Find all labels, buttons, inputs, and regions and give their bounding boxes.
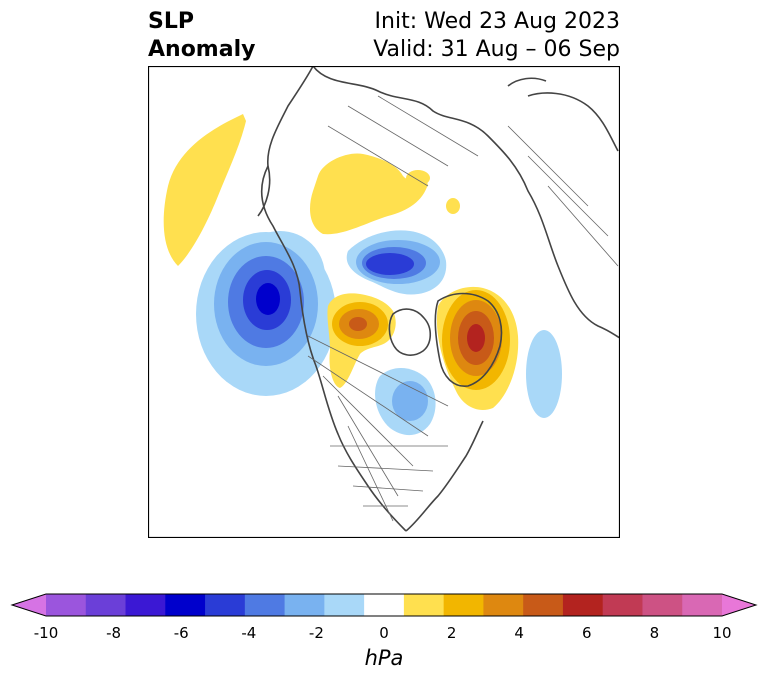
anomaly-gulf-of-alaska-high — [163, 114, 246, 266]
colorbar-segment — [125, 594, 166, 616]
anomaly-aleutian-low — [196, 231, 336, 396]
colorbar-segment — [85, 594, 127, 616]
colorbar-segment — [483, 594, 524, 616]
colorbar-tick-label: 4 — [514, 624, 524, 642]
colorbar-segment — [46, 594, 87, 616]
valid-range: Valid: 31 Aug – 06 Sep — [373, 37, 620, 62]
colorbar-segment — [165, 594, 206, 616]
colorbar: -10 -8 -6 -4 -2 0 2 4 6 8 10 hPa — [10, 590, 758, 680]
anomaly-siberia-high — [310, 153, 460, 235]
anomaly-hudson-bay-low — [375, 367, 436, 436]
colorbar-extend-max — [722, 594, 756, 616]
slp-anomaly-map — [148, 66, 620, 538]
title-block-right: Init: Wed 23 Aug 2023 Valid: 31 Aug – 06… — [373, 8, 620, 64]
colorbar-tick-label: -4 — [241, 624, 257, 642]
political-borders — [307, 95, 619, 522]
anomaly-greenland-high — [436, 286, 519, 411]
colorbar-tick-label: 8 — [649, 624, 660, 642]
title-main: SLP — [148, 9, 194, 34]
title-sub: Anomaly — [148, 37, 256, 62]
colorbar-tick-label: 0 — [379, 624, 389, 642]
colorbar-segment — [403, 594, 445, 616]
colorbar-segment — [284, 594, 325, 616]
anomaly-canada-high — [327, 293, 396, 388]
title-block-left: SLP Anomaly — [148, 8, 255, 64]
colorbar-segment — [642, 594, 683, 616]
colorbar-segment — [324, 594, 365, 616]
colorbar-segment — [205, 594, 246, 616]
colorbar-segment — [523, 594, 564, 616]
colorbar-tick-label: 10 — [712, 624, 732, 642]
colorbar-unit-label: hPa — [364, 646, 404, 670]
coastlines — [257, 66, 620, 532]
init-date: Init: Wed 23 Aug 2023 — [374, 9, 620, 34]
colorbar-tick-label: -6 — [173, 624, 189, 642]
colorbar-tick-label: 6 — [582, 624, 592, 642]
colorbar-segment — [602, 594, 643, 616]
anomaly-mid-atlantic-low — [526, 330, 562, 418]
colorbar-segment — [244, 594, 286, 616]
colorbar-tick-label: -8 — [106, 624, 122, 642]
colorbar-scale — [10, 593, 758, 617]
colorbar-segment — [443, 594, 484, 616]
colorbar-tick-label: 2 — [446, 624, 457, 642]
colorbar-segment — [364, 594, 405, 616]
colorbar-tick-label: -10 — [33, 624, 59, 642]
colorbar-segment — [682, 594, 723, 616]
colorbar-outline — [10, 593, 758, 617]
colorbar-segment — [562, 594, 604, 616]
colorbar-extend-min — [12, 594, 46, 616]
anomaly-arctic-low — [346, 230, 447, 295]
map-panel — [148, 66, 620, 538]
colorbar-tick-label: -2 — [308, 624, 324, 642]
